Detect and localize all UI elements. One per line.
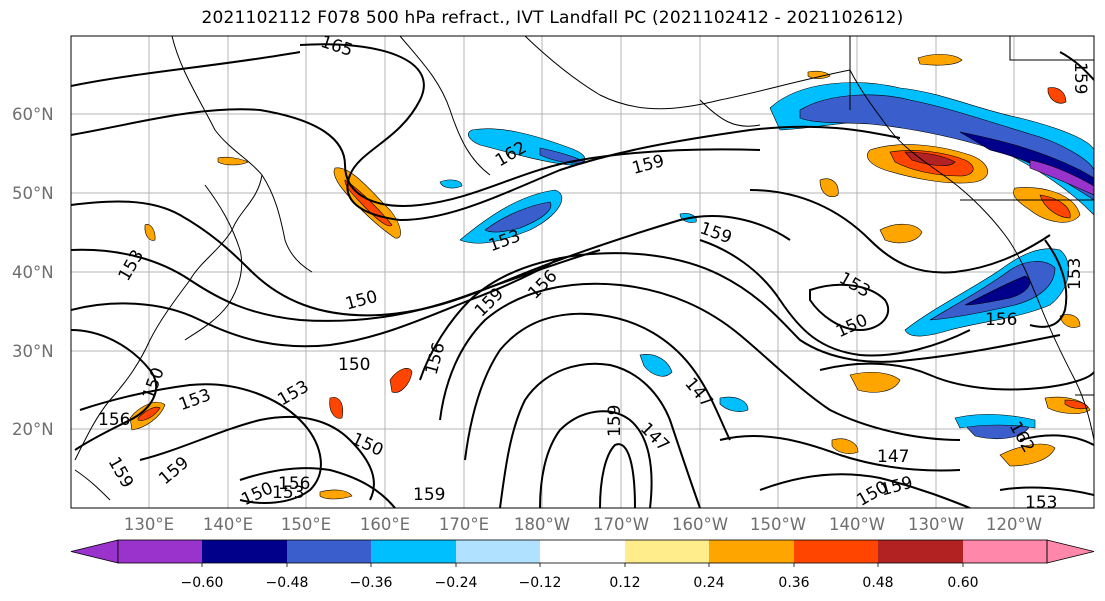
colorbar-outline (117, 539, 1048, 564)
lon-label: 160°W (672, 515, 728, 534)
colorbar-segment (963, 540, 1047, 563)
contour-label: 159 (1070, 62, 1090, 94)
contour-label: 156 (98, 410, 130, 430)
lon-label: 160°E (360, 515, 410, 534)
colorbar-extension-max (1046, 539, 1095, 564)
contour-label: 159 (605, 405, 625, 437)
contour-label: 150 (338, 355, 370, 375)
contour-label: 153 (1065, 258, 1085, 290)
contour-label: 147 (877, 447, 909, 467)
contour-label: 156 (985, 310, 1017, 330)
colorbar-tick-label: 0.36 (778, 575, 809, 591)
lon-label: 170°E (439, 515, 489, 534)
contour-label: 153 (1025, 493, 1057, 513)
lon-label: 140°E (203, 515, 253, 534)
colorbar-segment (287, 540, 371, 563)
colorbar-tick-label: 0.12 (609, 575, 640, 591)
lon-label: 130°E (124, 515, 174, 534)
lat-label: 20°N (12, 420, 54, 439)
lon-label: 150°W (750, 515, 806, 534)
colorbar-tick-label: −0.24 (435, 575, 478, 591)
lon-label: 130°W (908, 515, 964, 534)
colorbar-tick-label: −0.48 (266, 575, 309, 591)
colorbar-tick-label: 0.48 (862, 575, 893, 591)
contour-label: 156 (278, 474, 310, 494)
colorbar-tick-label: −0.60 (181, 575, 224, 591)
colorbar-tick-label: 0.24 (693, 575, 724, 591)
lat-label: 40°N (12, 263, 54, 282)
colorbar-segment (456, 540, 540, 563)
longitude-labels: 130°E 140°E 150°E 160°E 170°E 180°W 170°… (124, 515, 1042, 534)
lon-label: 120°W (986, 515, 1042, 534)
lon-label: 150°E (281, 515, 331, 534)
colorbar-segment (118, 540, 202, 563)
colorbar-segment (709, 540, 794, 563)
lon-label: 170°W (593, 515, 649, 534)
contour-label: 153 (272, 483, 304, 503)
colorbar-segment (540, 540, 625, 563)
latitude-labels: 20°N 30°N 40°N 50°N 60°N (12, 105, 54, 439)
lat-label: 50°N (12, 184, 54, 203)
shaded-anomaly-regions (129, 54, 1094, 500)
colorbar-segment (625, 540, 709, 563)
lon-label: 180°W (514, 515, 570, 534)
lat-label: 30°N (12, 342, 54, 361)
colorbar-segment (202, 540, 287, 563)
colorbar-tick-label: −0.12 (519, 575, 562, 591)
colorbar-segment (371, 540, 456, 563)
colorbar-segment (878, 540, 963, 563)
colorbar-tick-label: −0.36 (350, 575, 393, 591)
lat-label: 60°N (12, 105, 54, 124)
colorbar (70, 539, 1095, 567)
colorbar-tick-labels: −0.60 −0.48 −0.36 −0.24 −0.12 0.12 0.24 … (181, 575, 979, 591)
map-frame (70, 35, 1095, 509)
contour-label: 159 (413, 485, 445, 505)
colorbar-extension-min (70, 539, 119, 564)
colorbar-segment (794, 540, 878, 563)
map-title: 2021102112 F078 500 hPa refract., IVT La… (201, 8, 904, 28)
refractivity-contours (71, 43, 1094, 508)
lon-label: 140°W (829, 515, 885, 534)
colorbar-tick-label: 0.60 (947, 575, 978, 591)
